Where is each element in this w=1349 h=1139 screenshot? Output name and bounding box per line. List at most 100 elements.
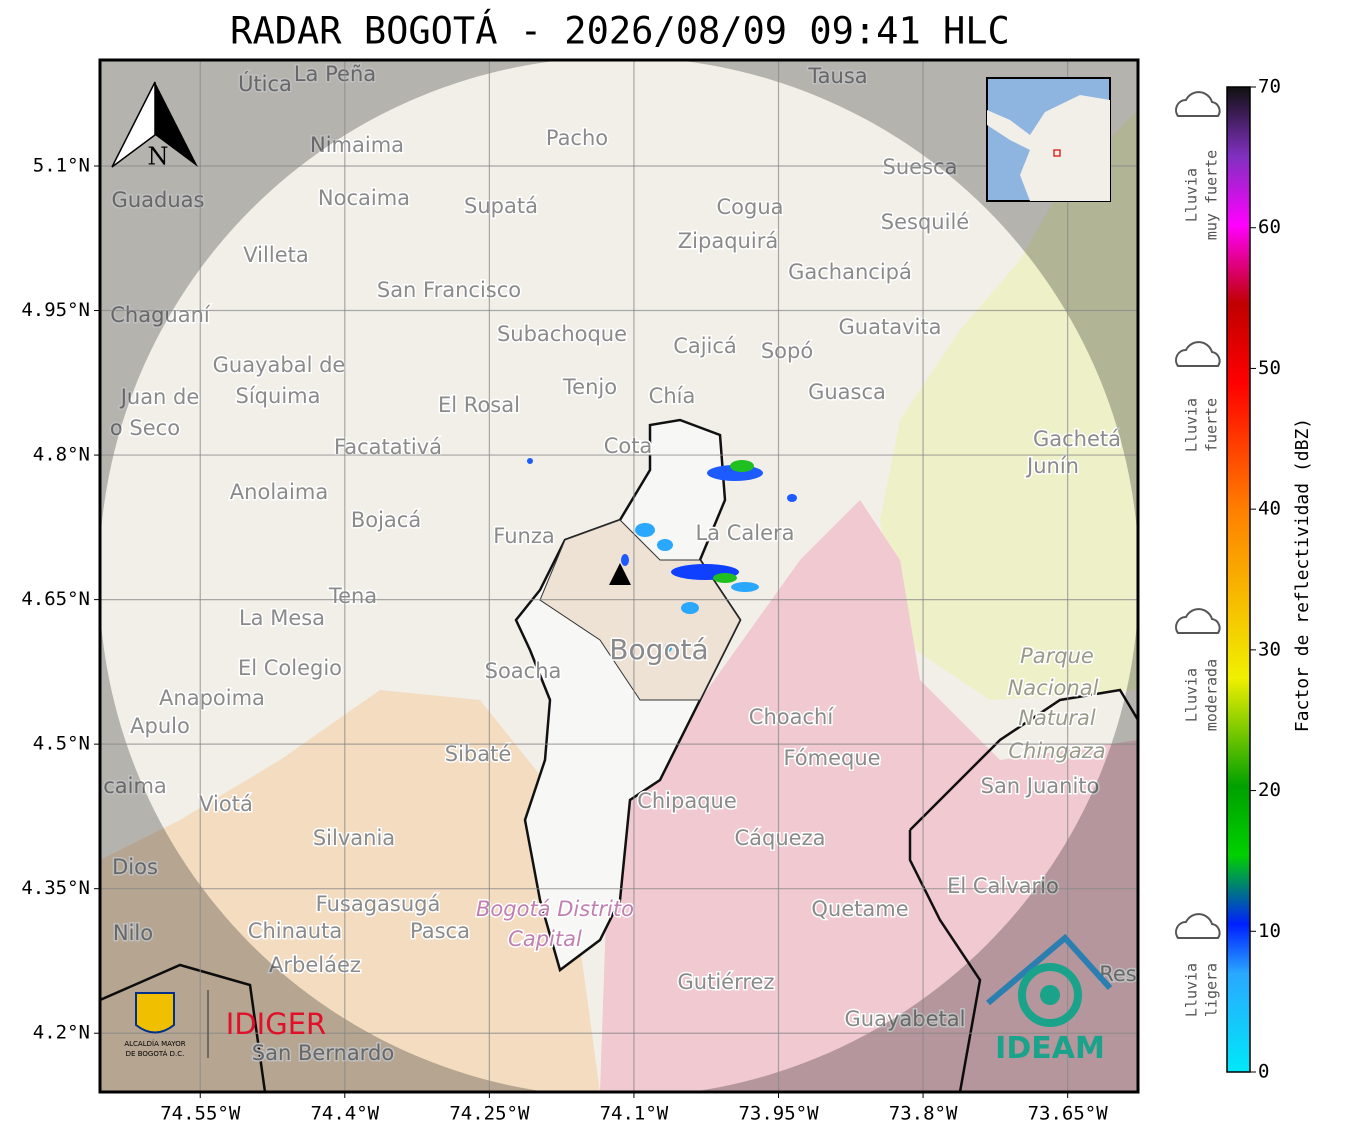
colorbar-tick-label: 40 <box>1258 498 1281 520</box>
colorbar-tick-label: 30 <box>1258 638 1281 660</box>
place-name: Silvania <box>313 826 395 850</box>
boundaries <box>100 688 1138 1092</box>
x-tick-label: 73.8°W <box>889 1103 958 1125</box>
rain-level-label: ligera <box>1203 963 1221 1017</box>
rain-level: Lluvia muy fuerte <box>1175 91 1221 240</box>
place-name: Subachoque <box>497 322 627 346</box>
place-name: Natural <box>1018 706 1096 730</box>
place-name: Junín <box>1025 454 1079 478</box>
place-name: La Calera <box>695 521 794 545</box>
rain-level: Lluvia moderada <box>1175 608 1221 731</box>
colorbar-tick-label: 70 <box>1258 76 1281 98</box>
place-name: Apulo <box>130 714 190 738</box>
place-name: Cota <box>604 434 653 458</box>
place-name: Fusagasugá <box>316 892 441 916</box>
place-name: Tena <box>328 584 377 608</box>
rain-level: Lluvia ligera <box>1175 913 1221 1017</box>
place-name: Chinauta <box>248 919 342 943</box>
rain-level: Lluvia fuerte <box>1175 341 1221 452</box>
place-name: Cajicá <box>673 334 737 358</box>
y-tick-label: 4.5°N <box>33 733 90 755</box>
colorbar-tick-label: 0 <box>1258 1061 1269 1083</box>
map-area: Útica La Peña Tausa Pacho Nimaima Guaduas Noca… <box>100 60 1138 1092</box>
inset-map <box>986 77 1111 202</box>
place-name: Villeta <box>243 243 308 267</box>
highland <box>880 110 1138 700</box>
place-name: Viotá <box>199 792 253 816</box>
radar-echoes <box>527 458 797 652</box>
place-name: Gachancipá <box>788 260 912 284</box>
place-name: San Bernardo <box>252 1041 394 1065</box>
logo-text: DE BOGOTÁ D.C. <box>126 1049 185 1058</box>
place-name: San Francisco <box>377 278 521 302</box>
place-name: Chía <box>649 384 696 408</box>
x-tick-label: 74.4°W <box>310 1103 379 1125</box>
place-name: Anapoima <box>159 686 265 710</box>
place-name: Guayabal de <box>213 353 346 377</box>
map-frame <box>98 58 1140 1094</box>
north-arrow: N <box>111 81 198 171</box>
place-name: Nacional <box>1008 676 1099 700</box>
x-tick-label: 73.95°W <box>738 1103 819 1125</box>
place-name: Funza <box>493 524 554 548</box>
place-name: Arbeláez <box>269 953 361 977</box>
lowland <box>100 690 600 1092</box>
place-name: Dios <box>112 855 158 879</box>
place-name: Pasca <box>410 919 470 943</box>
place-name: Chingaza <box>1008 739 1105 763</box>
place-name: Nimaima <box>310 133 404 157</box>
place-name: Zipaquirá <box>678 229 778 253</box>
place-name: Guaduas <box>112 188 205 212</box>
place-name: Cáqueza <box>735 826 826 850</box>
radar-site <box>609 563 631 585</box>
colorbar-tick-label: 10 <box>1258 920 1281 942</box>
title: RADAR BOGOTÁ - 2026/08/09 09:41 HLC <box>230 9 1010 53</box>
place-name: Gutiérrez <box>678 970 775 994</box>
place-name: Soacha <box>485 659 562 683</box>
rain-level-label: muy fuerte <box>1203 150 1221 240</box>
place-name: Tenjo <box>562 375 617 399</box>
y-tick-label: 4.8°N <box>33 444 90 466</box>
cloud-icon <box>1175 91 1221 117</box>
place-name: La Mesa <box>239 606 325 630</box>
alcaldia-logo: ALCALDÍA MAYOR DE BOGOTÁ D.C. IDIGER <box>124 990 326 1058</box>
place-name: Bojacá <box>351 508 421 532</box>
rain-level-label: Lluvia <box>1183 668 1201 722</box>
colorbar-tick-label: 50 <box>1258 357 1281 379</box>
rain-level-label: Lluvia <box>1183 398 1201 452</box>
place-name: Nilo <box>113 921 153 945</box>
place-name: Guasca <box>808 380 886 404</box>
y-tick-label: 4.35°N <box>21 877 90 899</box>
logo-text: ALCALDÍA MAYOR <box>124 1039 185 1048</box>
place-name: Bogotá Distrito <box>476 897 634 921</box>
y-tick-label: 4.65°N <box>21 588 90 610</box>
place-name: Síquima <box>236 384 321 408</box>
y-tick-label: 4.2°N <box>33 1022 90 1044</box>
y-tick-label: 5.1°N <box>33 154 90 176</box>
place-name: Supatá <box>464 194 538 218</box>
cloud-icon <box>1175 608 1221 634</box>
place-name: Suesca <box>883 155 958 179</box>
place-name: Choachí <box>749 705 835 729</box>
place-name: Juan de <box>119 385 200 409</box>
y-tick-label: 4.95°N <box>21 299 90 321</box>
place-name: Cogua <box>716 195 783 219</box>
rain-level-label: Lluvia <box>1183 963 1201 1017</box>
rain-level-label: moderada <box>1203 659 1221 731</box>
place-name: Fómeque <box>783 746 880 770</box>
place-names: Útica La Peña Tausa Pacho Nimaima Guaduas Noca… <box>102 61 1138 1067</box>
place-name: caima <box>103 774 167 798</box>
protected-area <box>600 500 1138 1092</box>
rain-level-label: Lluvia <box>1183 168 1201 222</box>
cloud-icon <box>1175 341 1221 367</box>
x-tick-label: 74.55°W <box>160 1103 241 1125</box>
place-name: El Calvario <box>947 874 1059 898</box>
place-name: La Peña <box>294 62 376 86</box>
place-name: San Juanito <box>981 774 1100 798</box>
colorbar-tick-label: 20 <box>1258 779 1281 801</box>
place-name: Guayabetal <box>845 1007 966 1031</box>
colorbar <box>1226 86 1251 1073</box>
place-name: Bogotá <box>609 633 708 666</box>
place-name: Chipaque <box>637 789 737 813</box>
